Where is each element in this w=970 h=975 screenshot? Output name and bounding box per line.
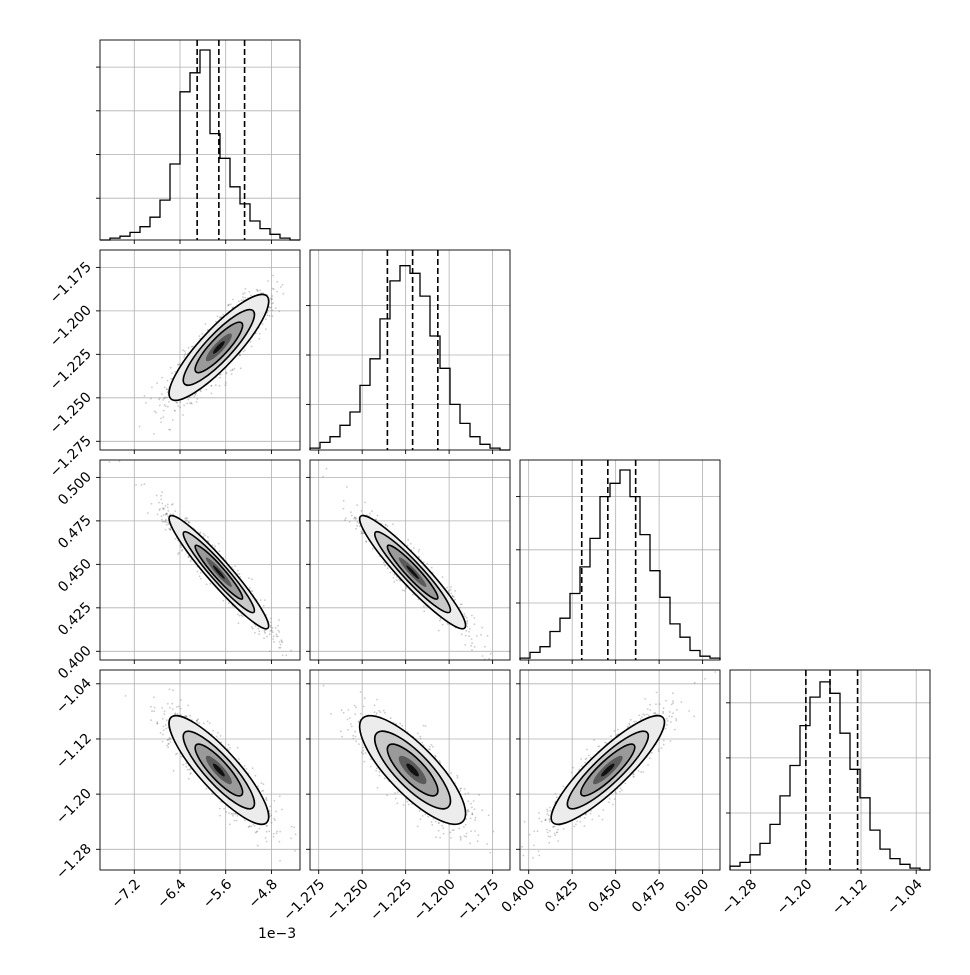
y-tick-label-3: −1.12 [53, 730, 95, 772]
x-tick-label-3: −1.04 [884, 876, 926, 918]
x-tick-label-3: −1.20 [774, 876, 816, 918]
histogram-step-1 [310, 266, 510, 450]
x-tick-label-1: −1.225 [367, 876, 415, 924]
histogram-frame-2 [520, 460, 720, 660]
y-tick-label-2: 0.400 [55, 643, 95, 683]
x-tick-label-0: −4.8 [246, 876, 281, 911]
x-tick-label-2: 0.475 [629, 876, 669, 916]
x-tick-label-2: 0.400 [499, 876, 539, 916]
x-tick-label-1: −1.175 [454, 876, 502, 924]
x-tick-label-0: −5.6 [200, 876, 235, 911]
y-tick-label-3: −1.20 [53, 786, 95, 828]
x-offset-label: 1e−3 [258, 926, 296, 942]
histogram-step-2 [520, 470, 720, 660]
x-tick-label-2: 0.425 [542, 876, 582, 916]
histogram-frame-1 [310, 250, 510, 450]
x-tick-label-1: −1.250 [324, 876, 372, 924]
x-tick-label-2: 0.500 [673, 876, 713, 916]
x-tick-label-1: −1.275 [280, 876, 328, 924]
y-tick-label-1: −1.175 [47, 259, 95, 307]
x-tick-label-0: −7.2 [109, 876, 144, 911]
y-tick-label-1: −1.225 [47, 346, 95, 394]
scatter-panel-1-2 [306, 460, 510, 664]
y-tick-label-3: −1.04 [53, 675, 95, 717]
y-tick-label-1: −1.250 [47, 389, 95, 437]
scatter-panel-0-2 [96, 460, 300, 664]
y-tick-label-2: 0.450 [55, 556, 95, 596]
x-tick-label-1: −1.200 [411, 876, 459, 924]
x-tick-label-3: −1.28 [719, 876, 761, 918]
y-tick-label-1: −1.200 [47, 302, 95, 350]
x-tick-label-2: 0.450 [586, 876, 626, 916]
scatter-panel-1-3 [306, 670, 510, 874]
histogram-step-0 [100, 50, 300, 240]
y-tick-label-3: −1.28 [53, 841, 95, 883]
y-tick-label-2: 0.425 [55, 599, 95, 639]
y-tick-label-2: 0.475 [55, 512, 95, 552]
x-tick-label-0: −6.4 [154, 876, 189, 911]
scatter-panel-0-1 [96, 250, 300, 454]
scatter-panel-2-3 [516, 670, 720, 874]
scatter-panel-0-3 [96, 670, 300, 874]
x-tick-label-3: −1.12 [829, 876, 871, 918]
